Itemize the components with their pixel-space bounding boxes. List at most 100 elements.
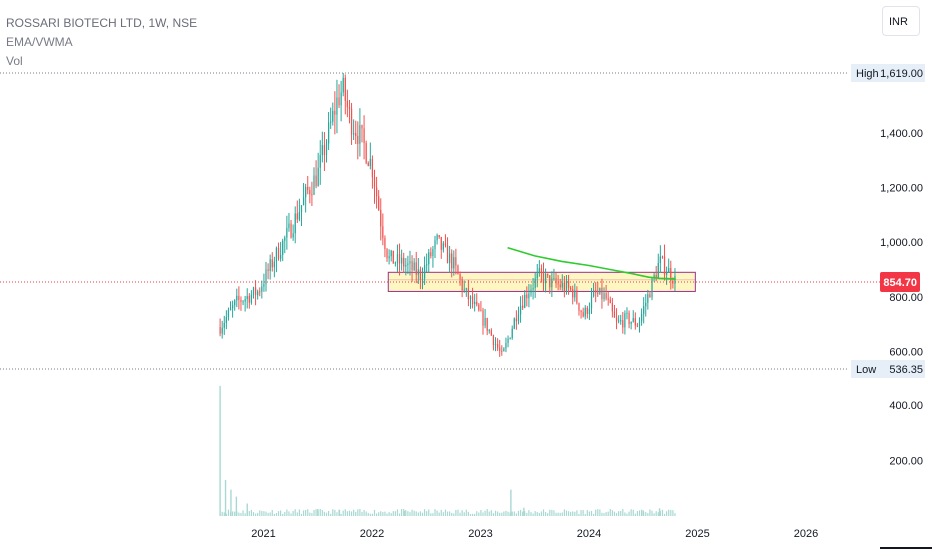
volume-bar <box>353 509 355 516</box>
volume-bar <box>434 509 436 516</box>
candle-body <box>611 303 613 312</box>
candle-body <box>419 269 422 280</box>
candle-body <box>582 312 584 317</box>
volume-bar <box>380 511 382 516</box>
ema-line <box>507 246 676 280</box>
candle-body <box>340 92 342 106</box>
ema-vwma-indicator[interactable]: EMA/VWMA <box>6 35 73 49</box>
candle-body <box>296 213 298 220</box>
volume-bar <box>586 510 588 516</box>
volume-bar <box>590 510 593 516</box>
candle-body <box>405 265 407 267</box>
volume-bar <box>524 511 526 516</box>
volume-spike <box>235 496 238 516</box>
candle-body <box>484 318 486 326</box>
chart-legend: ROSSARI BIOTECH LTD, 1W, NSE EMA/VWMA Vo… <box>6 14 197 71</box>
candle-body <box>570 287 572 290</box>
candle-body <box>415 262 417 275</box>
candle-body <box>275 247 278 262</box>
volume-bar <box>423 509 426 516</box>
volume-bar <box>428 509 430 516</box>
candle-body <box>269 259 271 271</box>
candle-body <box>461 279 463 291</box>
candle-body <box>252 287 255 295</box>
candle-body <box>234 300 236 306</box>
candle-body <box>432 248 434 257</box>
volume-bar <box>463 512 465 516</box>
volume-bar <box>407 511 409 516</box>
candle-body <box>369 158 371 167</box>
candle-body <box>561 282 563 288</box>
y-tick-label: 800.00 <box>889 292 923 304</box>
candle-body <box>592 290 595 297</box>
volume-bar <box>545 512 547 516</box>
candle-body <box>574 290 576 298</box>
currency-button[interactable]: INR <box>882 6 920 36</box>
volume-bar <box>375 513 378 516</box>
candle-body <box>248 296 250 303</box>
candle-body <box>542 272 545 284</box>
symbol-title[interactable]: ROSSARI BIOTECH LTD, 1W, NSE <box>6 16 198 30</box>
volume-bar <box>609 509 611 516</box>
volume-bar <box>634 513 636 516</box>
volume-bar <box>618 511 620 516</box>
candle-body <box>361 125 363 129</box>
volume-bar <box>232 511 234 516</box>
candle-body <box>257 291 259 296</box>
candle-body <box>442 243 444 250</box>
volume-bar <box>392 511 394 516</box>
candle-body <box>357 135 359 144</box>
volume-bar <box>655 511 657 516</box>
candle-body <box>344 77 346 101</box>
candle-body <box>584 307 586 317</box>
candle-body <box>394 262 396 264</box>
candle-body <box>332 110 334 122</box>
candle-body <box>290 223 292 238</box>
volume-bar <box>565 510 568 516</box>
candle-body <box>643 306 645 314</box>
volume-bar <box>288 511 290 516</box>
volume-bar <box>382 512 384 516</box>
candle-body <box>346 100 349 108</box>
volume-bar <box>449 511 451 516</box>
volume-bar <box>503 511 505 516</box>
y-tick-label: 1,400.00 <box>880 128 923 140</box>
volume-bar <box>553 510 555 516</box>
volume-bar <box>432 513 434 516</box>
candle-body <box>603 293 605 300</box>
candle-body <box>294 213 296 234</box>
volume-indicator[interactable]: Vol <box>6 54 23 68</box>
candle-body <box>565 281 568 292</box>
candle-body <box>325 143 328 156</box>
volume-bar <box>467 511 469 516</box>
candle-body <box>605 293 607 299</box>
candle-body <box>480 310 482 312</box>
candle-body <box>580 310 582 313</box>
volume-bar <box>390 513 392 516</box>
candle-body <box>277 247 280 259</box>
candle-body <box>238 295 240 300</box>
volume-bar <box>280 510 282 516</box>
last-price-label: 854.70 <box>883 277 917 289</box>
low-tag-bg <box>851 360 881 378</box>
candle-body <box>515 318 518 322</box>
candle-body <box>609 299 611 304</box>
volume-bar <box>605 512 607 516</box>
candle-body <box>309 190 311 195</box>
volume-bar <box>526 512 528 516</box>
volume-bar <box>480 509 482 516</box>
candle-body <box>636 325 639 327</box>
volume-bar <box>474 513 476 516</box>
candle-body <box>618 320 620 322</box>
volume-bar <box>486 509 488 516</box>
volume-bar <box>311 513 313 516</box>
volume-spike <box>317 509 319 516</box>
candle-body <box>292 233 294 238</box>
candle-body <box>659 256 661 263</box>
volume-bar <box>430 513 432 516</box>
volume-bar <box>361 511 363 516</box>
volume-bar <box>277 511 280 516</box>
volume-bar <box>501 512 503 516</box>
